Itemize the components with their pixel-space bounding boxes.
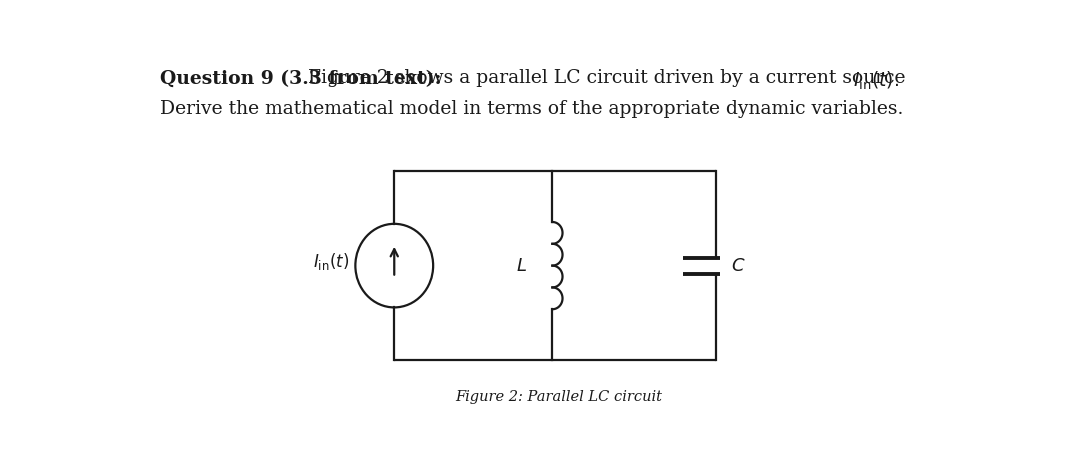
Text: $I_{\mathrm{in}}(t)$: $I_{\mathrm{in}}(t)$ xyxy=(312,252,349,272)
Text: $I_{\mathrm{in}}(t).$: $I_{\mathrm{in}}(t).$ xyxy=(853,69,899,92)
Text: $L$: $L$ xyxy=(516,257,527,275)
Text: Figure 2: Parallel LC circuit: Figure 2: Parallel LC circuit xyxy=(456,390,662,404)
Text: Figure 2 shows a parallel LC circuit driven by a current source: Figure 2 shows a parallel LC circuit dri… xyxy=(302,69,912,87)
Text: Derive the mathematical model in terms of the appropriate dynamic variables.: Derive the mathematical model in terms o… xyxy=(160,100,903,118)
Text: $C$: $C$ xyxy=(731,257,745,275)
Text: Question 9 (3.3 from text):: Question 9 (3.3 from text): xyxy=(160,69,442,87)
